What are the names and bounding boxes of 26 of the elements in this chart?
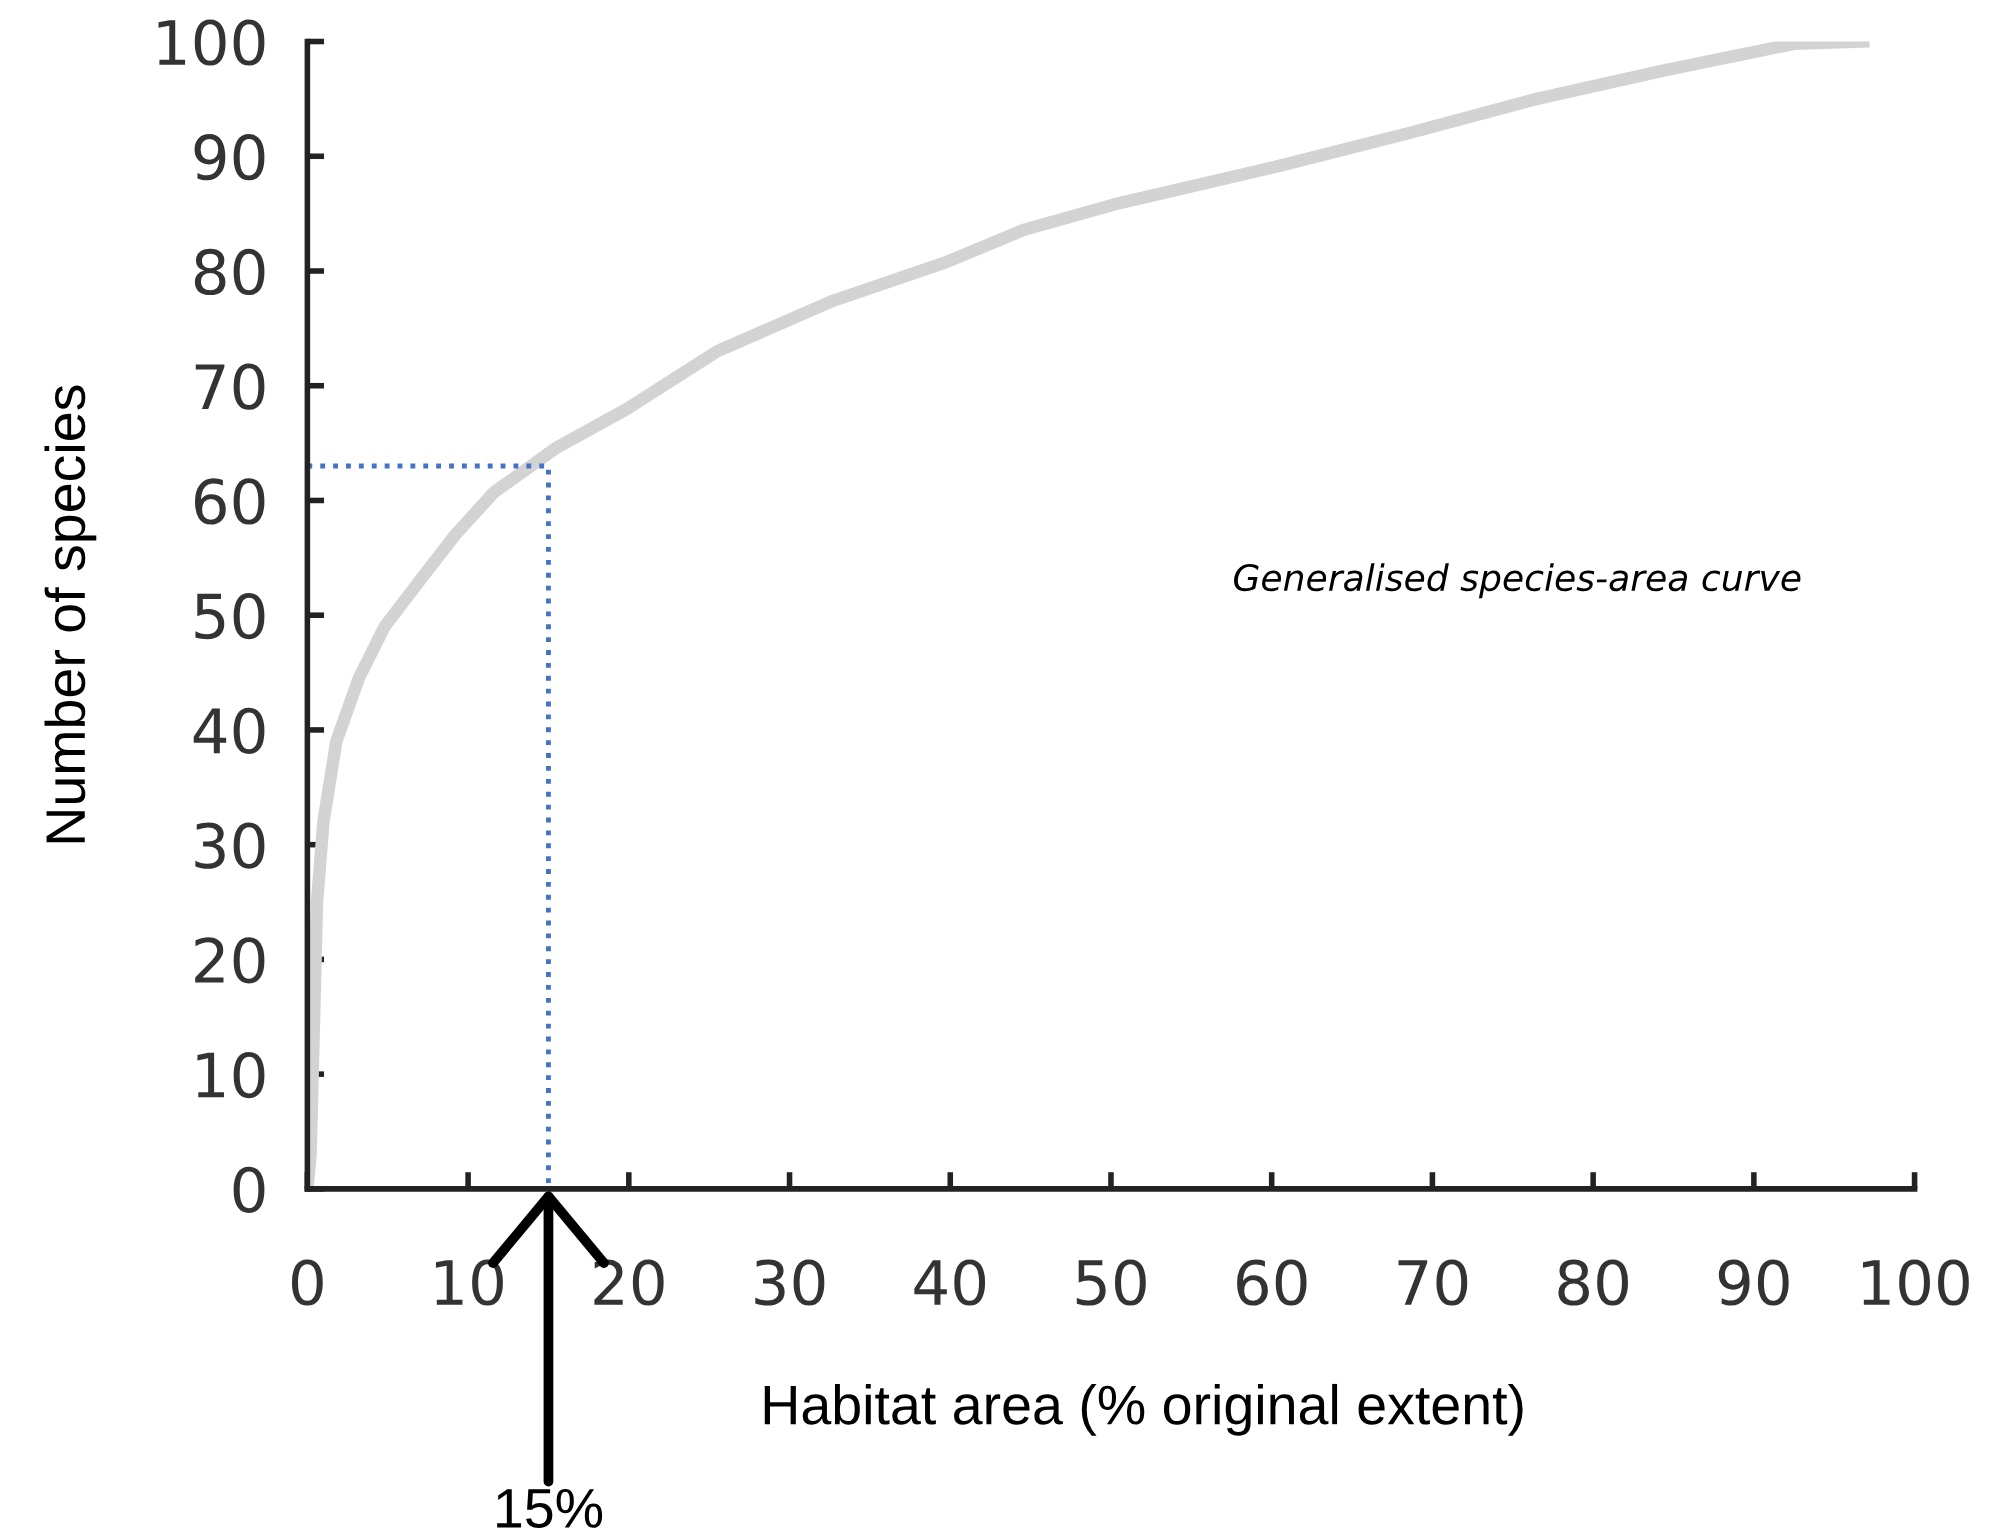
x-tick-label: 60 <box>1237 1259 1307 1306</box>
x-tick-label: 70 <box>1398 1259 1468 1306</box>
x-tick-label: 30 <box>755 1259 825 1306</box>
x-tick-label: 10 <box>435 1259 503 1306</box>
y-tick-label: 30 <box>195 822 265 869</box>
annotation: 15% <box>497 1488 603 1528</box>
x-tick-label: 100 <box>1862 1259 1969 1306</box>
y-tick-label: 70 <box>195 363 265 410</box>
x-tick-label: 80 <box>1558 1259 1628 1306</box>
y-tick-label: 10 <box>197 1052 265 1099</box>
y-tick-label: 60 <box>194 478 265 525</box>
x-tick-label: 50 <box>1076 1259 1146 1306</box>
y-tick-label: 40 <box>193 707 265 755</box>
x-tick-label: 20 <box>594 1259 664 1306</box>
y-tick-label: 50 <box>195 593 265 640</box>
x-tick-label: 0 <box>291 1259 323 1306</box>
y-tick-label: 100 <box>158 19 265 66</box>
x-tick-label: 40 <box>914 1259 986 1306</box>
x-tick-label: 90 <box>1718 1259 1789 1306</box>
x-axis-title: Habitat area (% original extent) <box>764 1383 1523 1436</box>
y-tick-label: 20 <box>195 937 265 984</box>
annotation: Generalised species-area curve <box>1234 563 1801 599</box>
y-tick-label: 80 <box>194 248 265 296</box>
y-tick-label: 0 <box>233 1166 265 1213</box>
y-axis-title: Number of species <box>44 385 97 843</box>
y-tick-label: 90 <box>194 134 265 181</box>
